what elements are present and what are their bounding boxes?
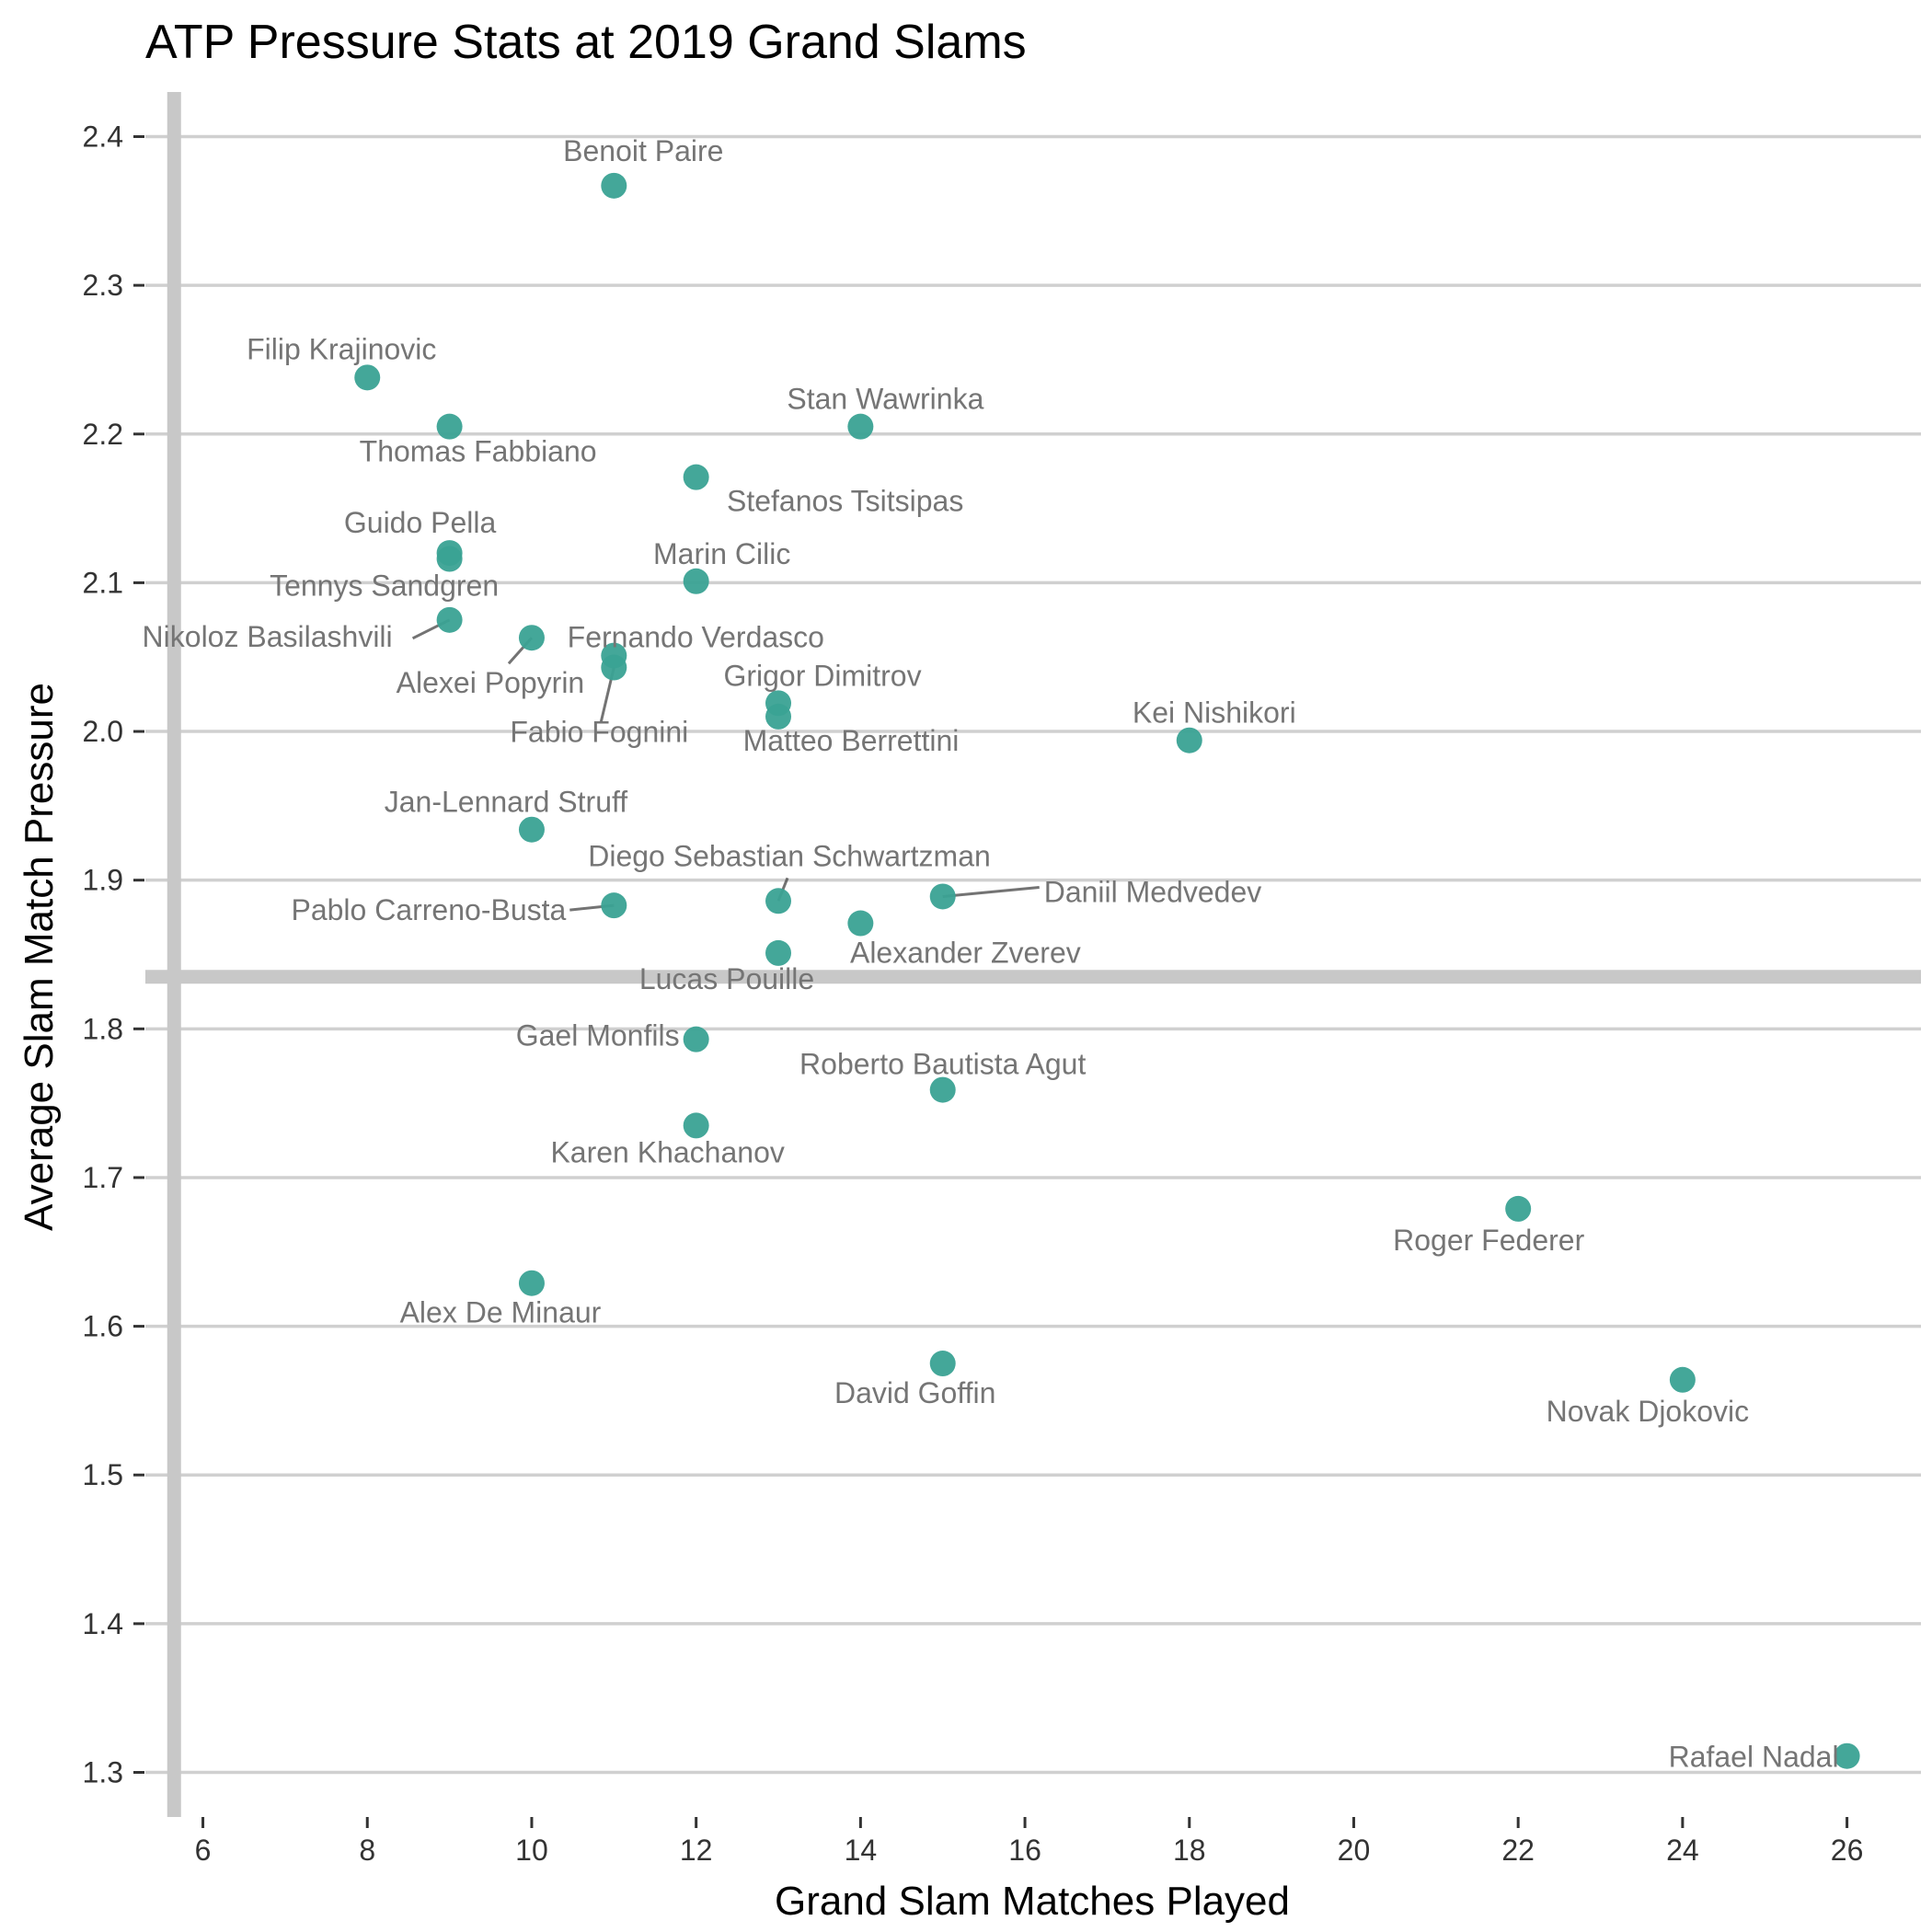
y-tick-label: 1.9: [83, 864, 123, 897]
y-tick-label: 1.8: [83, 1012, 123, 1045]
y-axis-title: Average Slam Match Pressure: [17, 683, 62, 1231]
point-label: Novak Djokovic: [1547, 1395, 1750, 1428]
data-point: [601, 172, 627, 199]
point-label: Daniil Medvedev: [1044, 875, 1262, 908]
point-label: Gael Monfils: [516, 1019, 680, 1052]
x-tick-label: 6: [195, 1834, 212, 1867]
data-point: [1669, 1366, 1696, 1393]
y-tick-label: 2.4: [83, 120, 123, 153]
data-point: [683, 1112, 709, 1139]
x-axis-title: Grand Slam Matches Played: [775, 1879, 1290, 1924]
point-label: Tennys Sandgren: [270, 569, 499, 603]
y-tick-label: 2.3: [83, 269, 123, 302]
point-label: Alexei Popyrin: [397, 666, 585, 699]
chart-title: ATP Pressure Stats at 2019 Grand Slams: [145, 16, 1027, 69]
point-label: Benoit Paire: [563, 134, 723, 167]
y-tick-label: 1.6: [83, 1310, 123, 1343]
point-label: Stefanos Tsitsipas: [727, 485, 963, 518]
data-point: [929, 883, 956, 910]
point-label: Jan-Lennard Struff: [385, 786, 628, 819]
point-label: Matteo Berrettini: [743, 724, 960, 757]
point-label: Guido Pella: [344, 506, 497, 539]
y-tick-label: 2.1: [83, 566, 123, 599]
y-tick-label: 1.5: [83, 1458, 123, 1491]
x-tick-label: 12: [680, 1834, 713, 1867]
x-tick-label: 22: [1501, 1834, 1535, 1867]
point-label: Fabio Fognini: [510, 716, 688, 749]
x-tick-label: 18: [1173, 1834, 1206, 1867]
data-point: [518, 816, 545, 843]
data-point: [683, 568, 709, 594]
point-label: Filip Krajinovic: [247, 332, 436, 365]
data-point: [765, 703, 792, 730]
point-label: Thomas Fabbiano: [360, 435, 597, 468]
data-point: [436, 413, 463, 440]
x-tick-label: 20: [1338, 1834, 1371, 1867]
data-point: [1834, 1742, 1860, 1769]
point-label: Pablo Carreno-Busta: [291, 893, 566, 926]
point-label: Roger Federer: [1393, 1224, 1584, 1257]
data-point: [683, 464, 709, 490]
data-point: [601, 654, 627, 681]
x-tick-label: 26: [1831, 1834, 1864, 1867]
data-point: [354, 364, 381, 391]
data-point: [765, 939, 792, 966]
y-tick-label: 1.7: [83, 1161, 123, 1194]
data-point: [518, 1270, 545, 1296]
grid-lines: [145, 134, 1921, 1775]
y-tick-label: 2.2: [83, 418, 123, 451]
point-label: Diego Sebastian Schwartzman: [588, 839, 991, 872]
point-label: Fernando Verdasco: [568, 621, 824, 654]
data-point: [929, 1076, 956, 1103]
data-points: [354, 172, 1860, 1769]
point-label: Marin Cilic: [653, 537, 790, 570]
x-tick-label: 10: [515, 1834, 548, 1867]
point-label: Rafael Nadal: [1669, 1741, 1839, 1774]
point-label: Alex De Minaur: [400, 1296, 602, 1329]
data-point: [518, 625, 545, 651]
point-label: Alexander Zverev: [850, 937, 1081, 970]
data-point: [847, 413, 874, 440]
data-point: [683, 1026, 709, 1052]
data-point: [765, 888, 792, 914]
y-tick-label: 1.3: [83, 1756, 123, 1789]
point-label: Grigor Dimitrov: [723, 659, 921, 692]
point-label: Stan Wawrinka: [787, 383, 983, 416]
data-point: [601, 892, 627, 919]
point-label: Lucas Pouille: [639, 962, 814, 995]
x-tick-label: 8: [359, 1834, 375, 1867]
y-tick-label: 1.4: [83, 1607, 123, 1640]
point-label: Nikoloz Basilashvili: [143, 620, 393, 653]
data-point: [847, 910, 874, 937]
label-leader-line: [942, 885, 1040, 898]
data-point: [929, 1351, 956, 1377]
data-point: [436, 546, 463, 572]
x-tick-label: 24: [1666, 1834, 1699, 1867]
point-label: Karen Khachanov: [550, 1135, 784, 1168]
data-point: [436, 606, 463, 633]
x-tick-label: 14: [845, 1834, 878, 1867]
point-label: Kei Nishikori: [1133, 696, 1296, 730]
x-tick-label: 16: [1008, 1834, 1041, 1867]
point-label: David Goffin: [834, 1376, 996, 1409]
reference-lines: [145, 92, 1921, 1817]
point-labels: Benoit Paire Filip Krajinovic Thomas Fabbi…: [143, 134, 1839, 1774]
axes: 1.3 1.4 1.5 1.6 1.7 1.8 1.9 2.0 2.1 2.2 2.3 2.4 6 8 10…: [83, 120, 1864, 1867]
point-label: Roberto Bautista Agut: [799, 1048, 1086, 1081]
data-point: [1505, 1195, 1532, 1222]
y-tick-label: 2.0: [83, 715, 123, 748]
data-point: [1176, 727, 1202, 753]
